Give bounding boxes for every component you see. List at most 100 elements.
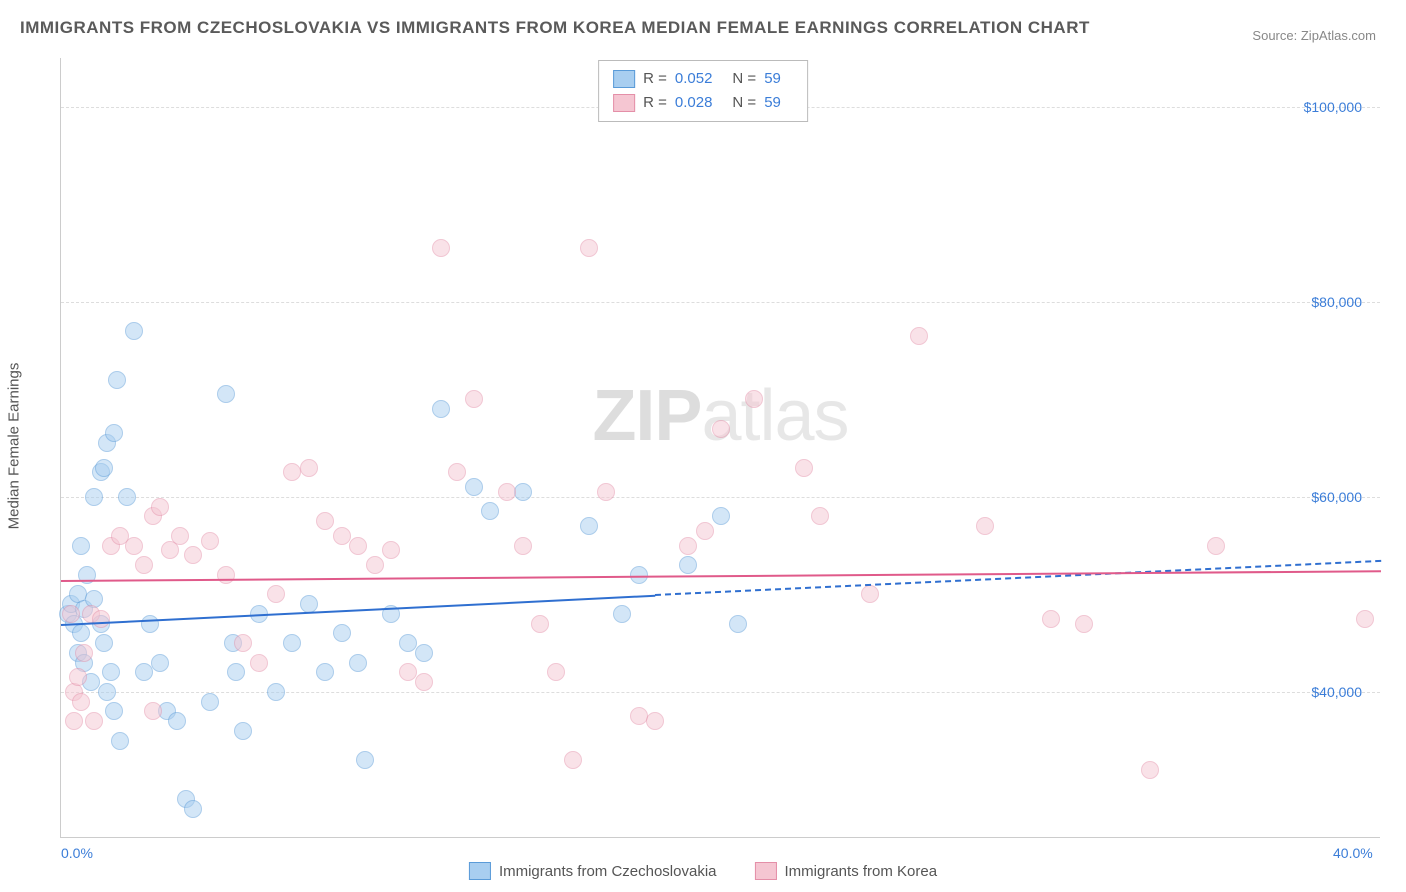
data-point-korea — [144, 702, 162, 720]
swatch-czech — [613, 70, 635, 88]
series-label-korea: Immigrants from Korea — [785, 863, 938, 880]
series-label-czech: Immigrants from Czechoslovakia — [499, 863, 717, 880]
data-point-korea — [399, 663, 417, 681]
data-point-korea — [62, 605, 80, 623]
data-point-czech — [95, 459, 113, 477]
data-point-czech — [111, 732, 129, 750]
data-point-czech — [465, 478, 483, 496]
data-point-czech — [415, 644, 433, 662]
data-point-korea — [75, 644, 93, 662]
n-label: N = — [732, 67, 756, 91]
swatch-czech — [469, 862, 491, 880]
data-point-czech — [712, 507, 730, 525]
n-label: N = — [732, 91, 756, 115]
x-tick-label: 0.0% — [61, 845, 93, 861]
watermark: ZIPatlas — [592, 375, 848, 457]
data-point-czech — [300, 595, 318, 613]
data-point-korea — [679, 537, 697, 555]
data-point-korea — [646, 712, 664, 730]
data-point-korea — [382, 541, 400, 559]
data-point-korea — [1356, 610, 1374, 628]
data-point-korea — [580, 239, 598, 257]
data-point-korea — [85, 712, 103, 730]
data-point-czech — [227, 663, 245, 681]
data-point-korea — [1207, 537, 1225, 555]
series-legend: Immigrants from Czechoslovakia Immigrant… — [469, 862, 937, 880]
data-point-czech — [141, 615, 159, 633]
data-point-korea — [465, 390, 483, 408]
data-point-czech — [613, 605, 631, 623]
data-point-korea — [1141, 761, 1159, 779]
y-tick-label: $40,000 — [1311, 684, 1362, 700]
data-point-korea — [514, 537, 532, 555]
data-point-czech — [580, 517, 598, 535]
data-point-korea — [1042, 610, 1060, 628]
data-point-korea — [92, 610, 110, 628]
data-point-czech — [72, 537, 90, 555]
data-point-korea — [861, 585, 879, 603]
data-point-korea — [184, 546, 202, 564]
gridline — [61, 497, 1380, 498]
data-point-korea — [597, 483, 615, 501]
y-tick-label: $80,000 — [1311, 294, 1362, 310]
data-point-czech — [432, 400, 450, 418]
data-point-czech — [108, 371, 126, 389]
data-point-czech — [102, 663, 120, 681]
data-point-czech — [95, 634, 113, 652]
source-link[interactable]: ZipAtlas.com — [1301, 28, 1376, 43]
data-point-korea — [250, 654, 268, 672]
data-point-korea — [316, 512, 334, 530]
gridline — [61, 692, 1380, 693]
data-point-czech — [125, 322, 143, 340]
data-point-czech — [105, 424, 123, 442]
data-point-czech — [283, 634, 301, 652]
n-value-czech: 59 — [764, 67, 781, 91]
data-point-korea — [151, 498, 169, 516]
data-point-korea — [217, 566, 235, 584]
legend-item-czech: Immigrants from Czechoslovakia — [469, 862, 717, 880]
data-point-czech — [729, 615, 747, 633]
data-point-czech — [168, 712, 186, 730]
chart-plot-area: ZIPatlas $40,000$60,000$80,000$100,0000.… — [60, 58, 1380, 838]
data-point-korea — [283, 463, 301, 481]
data-point-czech — [151, 654, 169, 672]
data-point-korea — [448, 463, 466, 481]
y-axis-label: Median Female Earnings — [6, 363, 23, 530]
swatch-korea — [613, 94, 635, 112]
data-point-czech — [333, 624, 351, 642]
r-label: R = — [643, 67, 667, 91]
data-point-czech — [135, 663, 153, 681]
data-point-korea — [300, 459, 318, 477]
data-point-czech — [316, 663, 334, 681]
data-point-czech — [72, 624, 90, 642]
data-point-korea — [910, 327, 928, 345]
data-point-korea — [69, 668, 87, 686]
data-point-korea — [234, 634, 252, 652]
correlation-legend: R = 0.052 N = 59 R = 0.028 N = 59 — [598, 60, 808, 122]
y-tick-label: $100,000 — [1304, 99, 1362, 115]
data-point-korea — [349, 537, 367, 555]
data-point-korea — [712, 420, 730, 438]
data-point-czech — [217, 385, 235, 403]
data-point-korea — [267, 585, 285, 603]
r-label: R = — [643, 91, 667, 115]
data-point-korea — [171, 527, 189, 545]
trend-line — [61, 570, 1381, 582]
data-point-korea — [745, 390, 763, 408]
data-point-czech — [105, 702, 123, 720]
data-point-czech — [201, 693, 219, 711]
watermark-light: atlas — [701, 376, 848, 456]
source-label: Source: — [1252, 28, 1297, 43]
data-point-korea — [72, 693, 90, 711]
swatch-korea — [755, 862, 777, 880]
data-point-korea — [415, 673, 433, 691]
x-tick-label: 40.0% — [1333, 845, 1373, 861]
watermark-bold: ZIP — [592, 376, 701, 456]
r-value-korea: 0.028 — [675, 91, 713, 115]
data-point-czech — [679, 556, 697, 574]
chart-title: IMMIGRANTS FROM CZECHOSLOVAKIA VS IMMIGR… — [20, 18, 1090, 38]
data-point-czech — [118, 488, 136, 506]
data-point-korea — [564, 751, 582, 769]
data-point-korea — [1075, 615, 1093, 633]
data-point-czech — [399, 634, 417, 652]
